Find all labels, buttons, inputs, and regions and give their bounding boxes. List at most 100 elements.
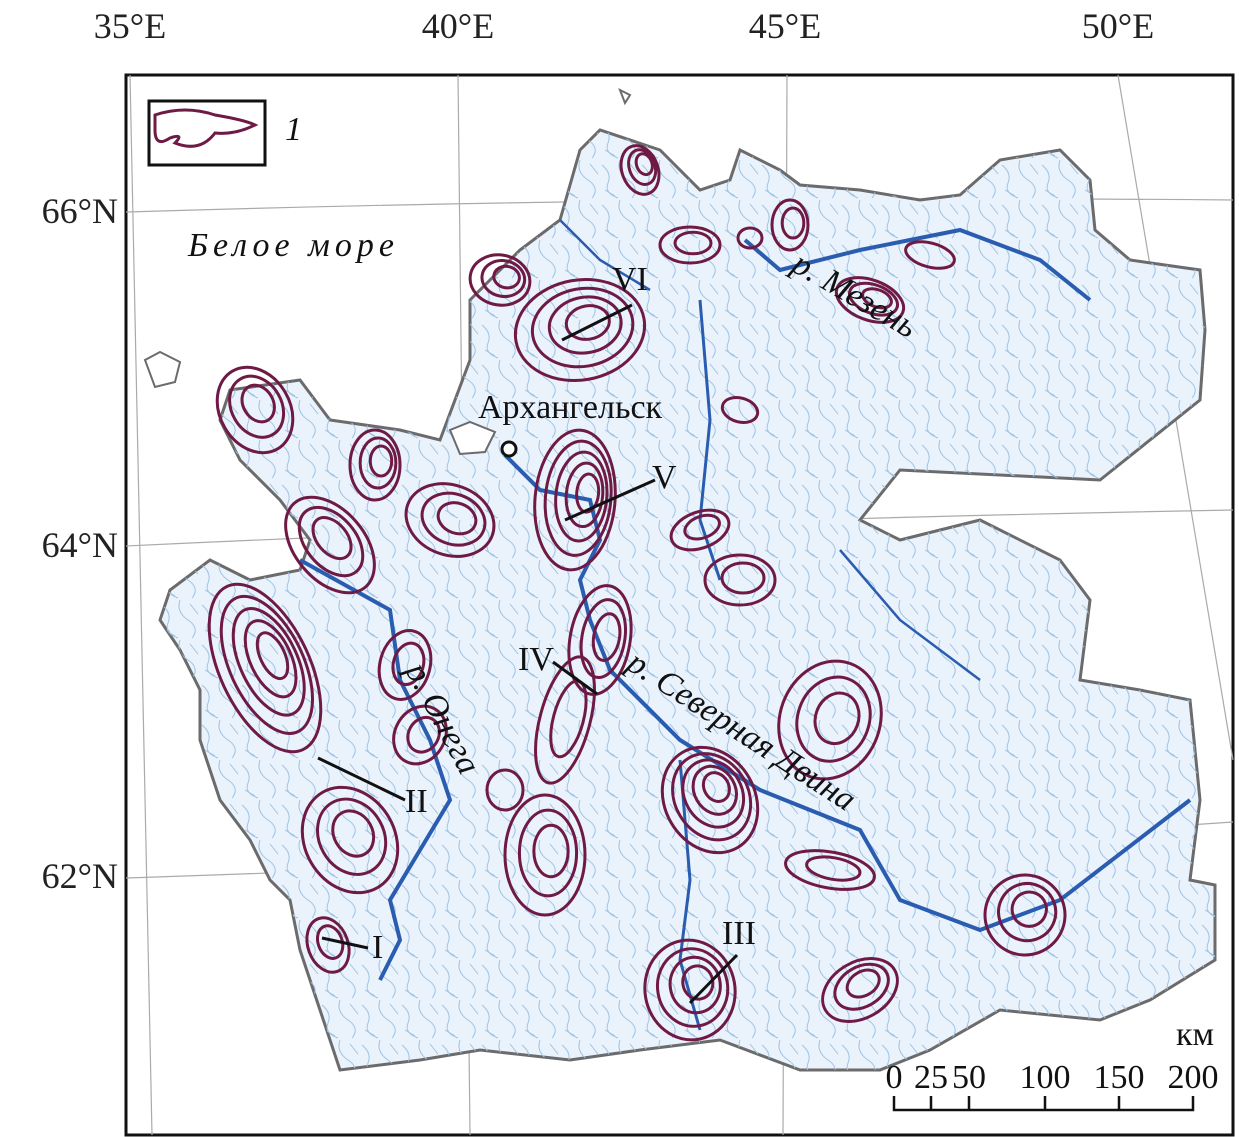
density-contours [207, 144, 1067, 1042]
profile-label-VI: VI [612, 261, 648, 298]
density-contour [513, 277, 647, 383]
density-contour [813, 691, 861, 746]
density-contour [231, 607, 306, 717]
density-contour [660, 745, 760, 855]
density-contour [517, 808, 579, 898]
density-contour [795, 675, 872, 763]
density-contour [683, 513, 721, 541]
density-contour [848, 281, 899, 317]
sea-label: Белое море [187, 227, 399, 264]
profile-label-III: III [722, 915, 756, 952]
density-contour [805, 855, 862, 882]
scale-tick-label: 25 [914, 1059, 948, 1096]
density-contour [240, 383, 276, 424]
density-contour [691, 764, 738, 816]
scale-bar: км 0 25 50 100 150 200 [886, 1016, 1219, 1112]
density-contour [821, 957, 899, 1023]
legend-label: 1 [285, 111, 302, 148]
scale-unit: км [1176, 1016, 1214, 1053]
density-contour [681, 758, 746, 829]
lat-label: 66°N [42, 191, 118, 231]
density-contour [492, 264, 521, 290]
density-contour [554, 450, 609, 543]
density-contour [228, 374, 286, 439]
meridian-35 [129, 74, 153, 1136]
profile-label-V: V [652, 459, 677, 496]
scale-tick-label: 50 [952, 1059, 986, 1096]
density-contour [331, 809, 376, 858]
river-onega [299, 558, 453, 981]
density-contour [777, 659, 883, 781]
density-contour [701, 771, 731, 803]
density-contour [534, 655, 596, 785]
density-contour [533, 428, 617, 572]
density-contour [983, 873, 1067, 957]
density-contour [834, 276, 906, 324]
density-contour [997, 882, 1058, 943]
density-contour [485, 768, 525, 812]
density-contour [215, 365, 295, 455]
density-contour [736, 226, 764, 250]
density-contour [619, 144, 661, 196]
density-contour [358, 436, 398, 490]
density-contour [284, 495, 376, 595]
density-contour [861, 287, 893, 310]
density-contour [780, 206, 806, 240]
density-contour [480, 259, 527, 299]
profile-label-I: I [372, 929, 383, 966]
density-contour [547, 295, 623, 355]
density-contour [391, 641, 426, 686]
lon-label: 45°E [749, 6, 821, 46]
density-contour [219, 594, 315, 735]
legend-contour-icon [153, 108, 259, 148]
density-contour [315, 924, 345, 960]
lat-label: 62°N [42, 856, 118, 896]
density-contour [348, 428, 402, 502]
density-contour [904, 240, 956, 270]
density-contour [668, 955, 722, 1015]
density-contour [436, 501, 478, 536]
lon-label: 35°E [94, 6, 166, 46]
density-contour [833, 962, 890, 1011]
density-contour [564, 304, 611, 341]
density-contour [207, 582, 323, 754]
density-contour [564, 461, 605, 529]
density-contour [368, 444, 394, 478]
density-contour [770, 198, 810, 252]
density-contour [784, 849, 876, 891]
density-contour [532, 823, 570, 879]
density-contour [503, 793, 587, 917]
density-contour [643, 938, 737, 1042]
city-marker [500, 440, 518, 458]
stream-network [160, 130, 1215, 1070]
river-tributary [559, 219, 651, 292]
lon-label: 40°E [422, 6, 494, 46]
scale-tick-label: 200 [1168, 1059, 1219, 1096]
density-contour [673, 230, 713, 256]
lat-label: 64°N [42, 525, 118, 565]
density-contour [845, 968, 881, 999]
scale-tick-label: 0 [886, 1059, 903, 1096]
density-contour [669, 508, 731, 552]
density-contour [591, 612, 622, 662]
density-contour [311, 516, 353, 561]
density-contour [720, 396, 760, 424]
density-contour [392, 704, 448, 766]
density-contour [655, 947, 730, 1028]
river-pinega [698, 299, 722, 581]
scale-tick-label: 100 [1020, 1059, 1071, 1096]
density-contour [406, 715, 441, 754]
density-contour [404, 482, 496, 558]
density-contour [567, 584, 633, 696]
density-contour [634, 152, 654, 177]
lon-label: 50°E [1082, 6, 1154, 46]
profile-label-II: II [405, 783, 428, 820]
density-contour [316, 797, 388, 876]
density-contour [703, 553, 777, 607]
density-contour [300, 785, 400, 895]
river-mezen [743, 227, 1092, 302]
density-contour [255, 631, 290, 681]
density-contour [305, 916, 351, 974]
city-label: Архангельск [478, 389, 663, 426]
